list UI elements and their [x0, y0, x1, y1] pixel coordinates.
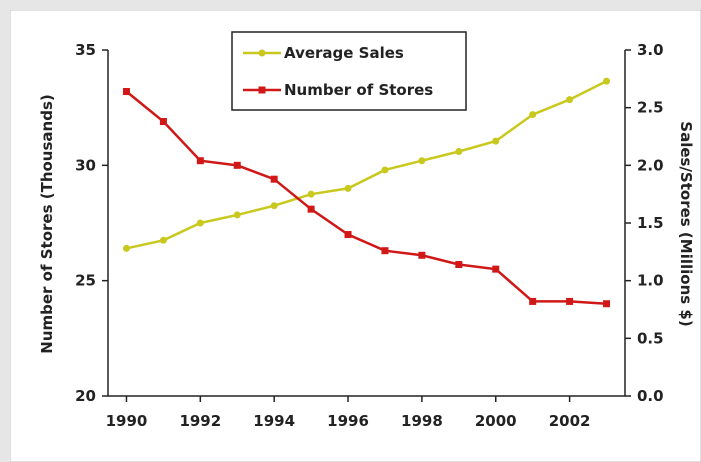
y-tick-label: 35: [75, 41, 96, 59]
number-of-stores-point: [566, 297, 574, 305]
x-tick-label: 1994: [253, 412, 295, 430]
y2-tick-label: 1.0: [637, 272, 664, 290]
average-sales-point: [196, 219, 204, 227]
x-tick-label: 1990: [106, 412, 148, 430]
number-of-stores-point: [381, 247, 389, 255]
number-of-stores-point: [233, 161, 241, 169]
average-sales-point: [307, 190, 315, 198]
average-sales-point: [381, 166, 389, 174]
average-sales-point: [122, 244, 130, 252]
y2-tick-label: 1.5: [637, 214, 664, 232]
y2-tick-label: 2.0: [637, 156, 664, 174]
average-sales-point: [492, 137, 500, 145]
y2-axis-title: Sales/Stores (Millions $): [677, 121, 695, 326]
average-sales-point: [603, 77, 611, 85]
number-of-stores-point: [122, 88, 130, 96]
y2-tick-label: 2.5: [637, 99, 664, 117]
average-sales-point: [270, 202, 278, 210]
legend-box: [231, 31, 467, 111]
legend-label-average-sales: Average Sales: [284, 44, 404, 62]
legend-marker-average-sales: [258, 49, 266, 57]
average-sales-point: [159, 236, 167, 244]
axes-group: [102, 49, 631, 402]
average-sales-point: [418, 157, 426, 165]
number-of-stores-point: [344, 231, 352, 239]
number-of-stores-point: [307, 205, 315, 213]
average-sales-line: [126, 80, 608, 250]
legend: Average Sales Number of Stores: [231, 31, 467, 111]
y2-tick-label: 3.0: [637, 41, 664, 59]
y2-tick-label: 0.0: [637, 387, 664, 405]
average-sales-point: [455, 147, 463, 155]
number-of-stores-point: [529, 297, 537, 305]
number-of-stores-point: [159, 118, 167, 126]
x-tick-label: 1992: [179, 412, 221, 430]
number-of-stores-point: [270, 175, 278, 183]
number-of-stores-line: [125, 90, 607, 305]
y2-tick-label: 0.5: [637, 329, 664, 347]
y-axis-title: Number of Stores (Thousands): [38, 94, 56, 353]
x-tick-label: 2000: [475, 412, 517, 430]
average-sales-point: [566, 96, 574, 104]
number-of-stores-point: [455, 261, 463, 269]
number-of-stores-point: [196, 157, 204, 165]
legend-marker-number-of-stores: [258, 86, 266, 94]
average-sales-point: [344, 184, 352, 192]
x-tick-label: 1996: [327, 412, 369, 430]
x-tick-label: 1998: [401, 412, 443, 430]
average-sales-point: [233, 211, 241, 219]
number-of-stores-point: [492, 265, 500, 273]
labels-group: 20 25 30 35 0.0 0.5 1.0 1.5 2.0 2.5 3.0 1990 1992 199…: [75, 41, 663, 430]
number-of-stores-point: [603, 300, 611, 308]
x-tick-label: 2002: [549, 412, 591, 430]
y-tick-label: 20: [75, 387, 96, 405]
average-sales-point: [529, 111, 537, 119]
series-group: [122, 77, 611, 308]
legend-label-number-of-stores: Number of Stores: [284, 81, 433, 99]
y-tick-label: 25: [75, 272, 96, 290]
y-tick-label: 30: [75, 156, 96, 174]
number-of-stores-point: [418, 251, 426, 259]
